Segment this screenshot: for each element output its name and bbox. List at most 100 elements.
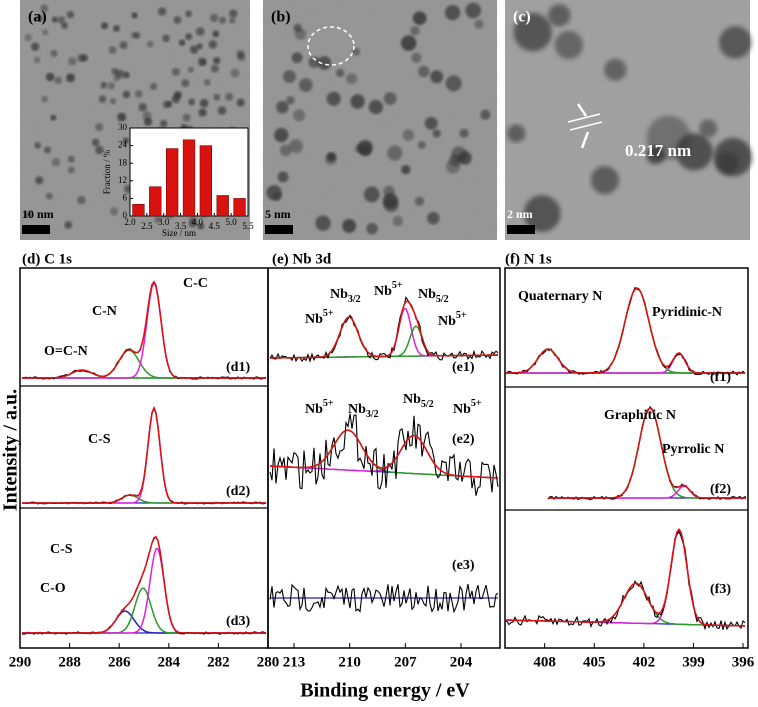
particle: [719, 26, 752, 59]
particle: [266, 185, 282, 201]
peak-label-text: Pyrrolic N: [662, 442, 724, 457]
particle: [196, 43, 203, 50]
particle: [150, 83, 158, 91]
spectrum-label: (d1): [226, 360, 250, 375]
particle: [675, 133, 713, 171]
peak-label-text: O=C-N: [44, 344, 88, 359]
particle: [229, 9, 238, 18]
particle: [217, 106, 227, 115]
panel-label: (c): [513, 9, 531, 26]
particle: [458, 151, 472, 165]
peak-label-text: Nb: [348, 402, 366, 417]
particle: [40, 4, 49, 13]
particle: [286, 95, 295, 105]
peak-label: C-N: [92, 304, 117, 319]
particle: [51, 157, 61, 167]
x-tick-label: 405: [583, 654, 606, 670]
x-tick-label: 282: [207, 654, 230, 670]
panel-frame: [504, 267, 749, 649]
particle: [480, 109, 491, 120]
particle: [189, 45, 199, 54]
particle: [699, 119, 718, 138]
particle: [188, 98, 196, 106]
particle: [465, 2, 481, 19]
particle: [213, 93, 221, 101]
particle: [130, 32, 137, 39]
y-tick-label: 0: [123, 210, 128, 220]
particle: [135, 90, 143, 98]
envelope: [269, 429, 499, 479]
particle: [507, 124, 526, 143]
particle: [212, 30, 220, 38]
spectrum-label: (e3): [452, 558, 475, 573]
particle: [208, 40, 218, 49]
component: [505, 527, 746, 627]
particle: [276, 100, 289, 114]
peak-label-sup: 5+: [456, 310, 467, 321]
bar: [233, 198, 246, 217]
particle: [50, 49, 58, 58]
particle: [197, 223, 205, 230]
particle: [291, 52, 303, 64]
bar: [165, 148, 179, 217]
xps-panels: (d) C 1s 290 288 286 284 282 280 (d1) (d2) (d3) C-…: [9, 251, 755, 670]
particle: [66, 73, 75, 83]
particle: [203, 79, 211, 86]
peak-label-text: C-S: [88, 432, 111, 447]
particle: [424, 116, 438, 130]
envelope: [22, 280, 266, 379]
panel-label: (b): [271, 9, 291, 26]
particle: [109, 207, 119, 216]
panel-title: (d) C 1s: [22, 251, 72, 267]
particle: [173, 90, 182, 99]
spectrum-label: (f1): [710, 370, 731, 385]
x-axis-label: Binding energy / eV: [300, 680, 470, 702]
peak-label: C-O: [40, 581, 66, 596]
particle: [159, 119, 168, 128]
peak-label: Pyridinic-N: [652, 305, 722, 320]
spectrum-label: (e1): [452, 360, 475, 375]
peak-label-sup: 5+: [323, 398, 334, 409]
tem-images: (a) 10 nm (b) 5 nm (c) 2 nm 0.217 nm 2.0 2.5 3.0 3…: [20, 0, 753, 240]
peak-label: Nb5/2: [418, 287, 449, 305]
fringe: [569, 121, 603, 131]
particle: [122, 71, 130, 79]
particle: [61, 22, 68, 29]
peak-label-text: Nb: [403, 392, 421, 407]
particle: [590, 166, 619, 195]
x-tick-label: 5.5: [242, 221, 254, 231]
x-tick-label: 204: [450, 654, 473, 670]
particle: [41, 95, 48, 103]
particle: [36, 14, 43, 22]
y-axis-label: Intensity / a.u.: [0, 389, 22, 511]
peak-label: Quaternary N: [518, 289, 602, 304]
particle: [67, 155, 75, 163]
peak-label-text: Nb: [330, 287, 348, 302]
y-tick-label: 30: [118, 122, 128, 132]
particle: [113, 25, 120, 32]
peak-label: Nb5/2: [403, 392, 434, 410]
x-tick-label: 210: [338, 654, 361, 670]
particle: [108, 46, 117, 54]
particle: [182, 113, 191, 122]
peak-label-text: Nb: [374, 284, 392, 299]
x-tick-label: 3.5: [175, 221, 187, 231]
particle: [45, 72, 55, 82]
particle: [178, 39, 186, 46]
peak-label-sub: 3/2: [348, 294, 361, 305]
particle: [426, 211, 440, 225]
scale-label: 10 nm: [22, 207, 54, 221]
peak-label-sub: 5/2: [421, 399, 434, 410]
particle: [154, 216, 161, 224]
peak-label: Nb5+: [374, 280, 403, 299]
peak-label: C-C: [183, 276, 208, 291]
particle: [187, 66, 194, 73]
particle: [294, 28, 307, 40]
particle: [430, 70, 444, 84]
x-tick-label: 4.5: [209, 221, 221, 231]
particle: [350, 94, 365, 109]
particle: [513, 13, 552, 52]
particle: [95, 123, 104, 132]
spectrum-label: (d3): [226, 614, 250, 629]
peak-label-text: Quaternary N: [518, 289, 602, 304]
